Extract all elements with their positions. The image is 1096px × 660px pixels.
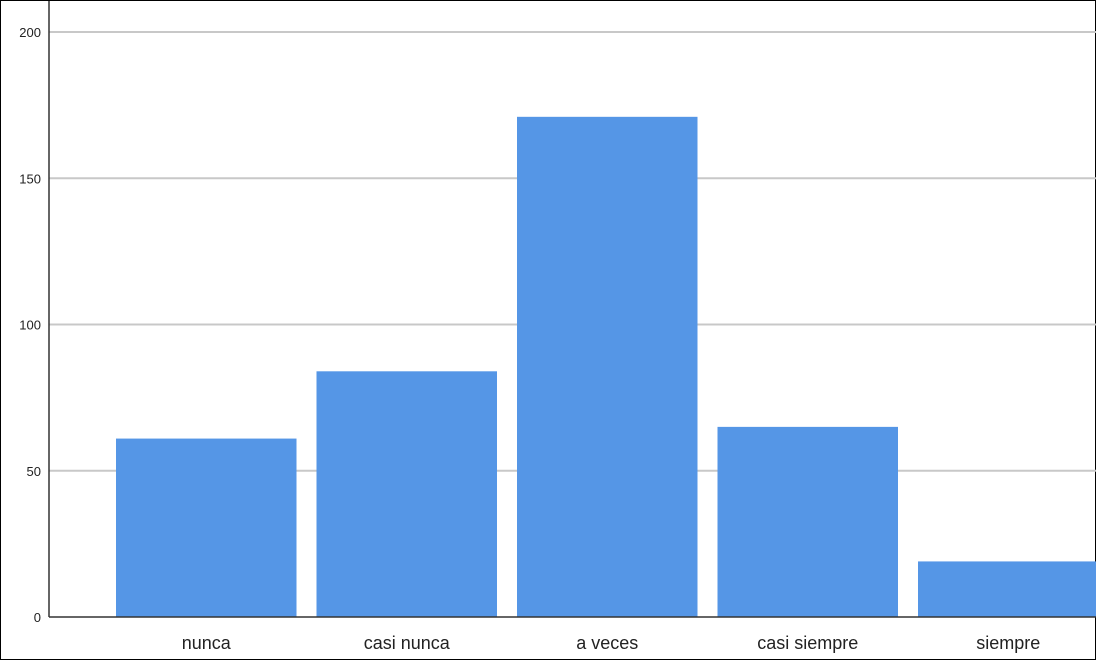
bar-a-veces	[517, 116, 698, 617]
y-tick-label-0: 0	[34, 610, 41, 625]
y-tick-label-150: 150	[19, 171, 41, 186]
bar-casi-nunca	[316, 371, 497, 617]
bar-siempre	[918, 561, 1096, 617]
x-label-a-veces: a veces	[576, 633, 638, 653]
x-label-casi-nunca: casi nunca	[364, 633, 451, 653]
y-tick-labels: 0 50 100 150 200	[19, 25, 41, 625]
y-tick-label-50: 50	[27, 464, 41, 479]
x-label-casi-siempre: casi siempre	[757, 633, 858, 653]
y-tick-label-100: 100	[19, 318, 41, 333]
bar-casi-siempre	[717, 426, 898, 617]
axes	[48, 1, 1096, 618]
x-category-labels: nunca casi nunca a veces casi siempre siempr…	[182, 633, 1041, 653]
bars	[116, 116, 1096, 617]
y-tick-label-200: 200	[19, 25, 41, 40]
x-label-nunca: nunca	[182, 633, 232, 653]
x-label-siempre: siempre	[976, 633, 1040, 653]
bar-nunca	[116, 438, 297, 617]
